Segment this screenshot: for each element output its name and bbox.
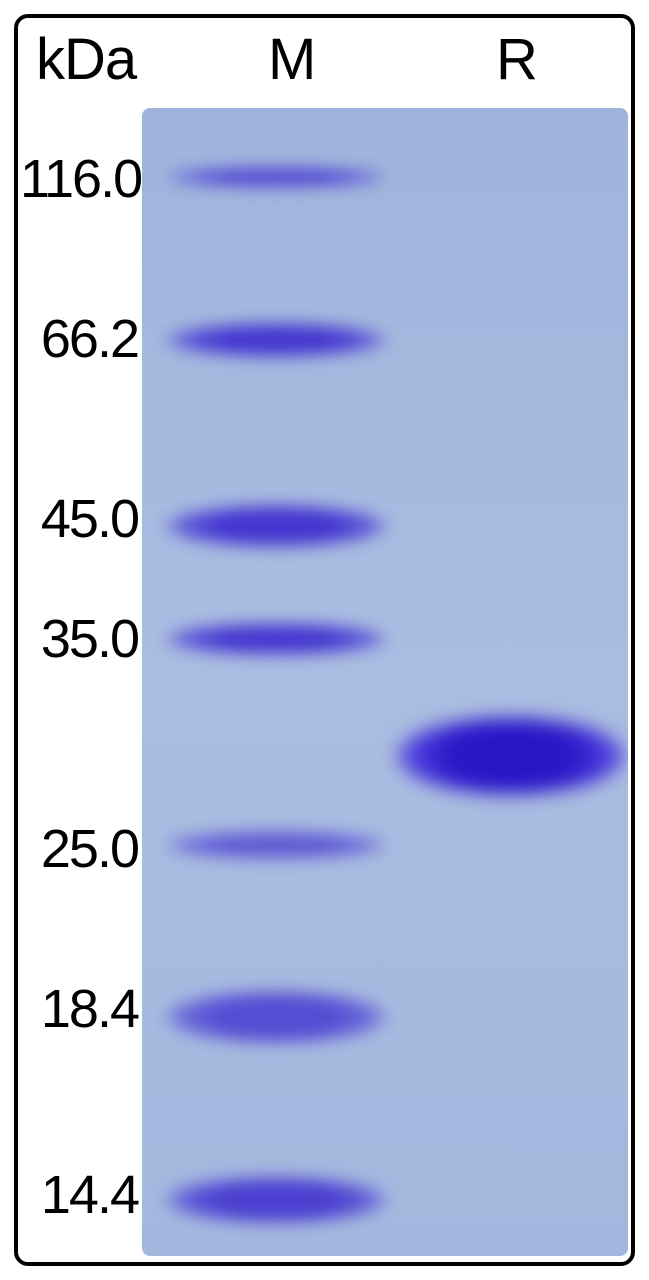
gel-band [166, 168, 386, 186]
mw-label: 18.4 [20, 978, 138, 1040]
mw-label: 45.0 [20, 488, 138, 550]
gel-band [166, 624, 386, 654]
gel-band [166, 832, 386, 858]
mw-label: 66.2 [20, 308, 138, 370]
lane-headers: kDa M R [18, 26, 631, 106]
mw-label: 116.0 [20, 148, 138, 210]
marker-lane-label: M [268, 26, 315, 93]
gel-figure: kDa M R 116.0 66.2 45.0 35.0 25.0 18.4 14.4 [14, 14, 635, 1266]
gel-area [142, 108, 628, 1256]
mw-label: 25.0 [20, 818, 138, 880]
gel-band [166, 1178, 386, 1222]
gel-band [166, 506, 386, 546]
mw-label: 35.0 [20, 608, 138, 670]
mw-label: 14.4 [20, 1164, 138, 1226]
gel-band [166, 324, 386, 356]
unit-label: kDa [36, 26, 136, 93]
gel-band [166, 992, 386, 1042]
sample-lane-label: R [496, 26, 537, 93]
gel-band [396, 718, 626, 794]
